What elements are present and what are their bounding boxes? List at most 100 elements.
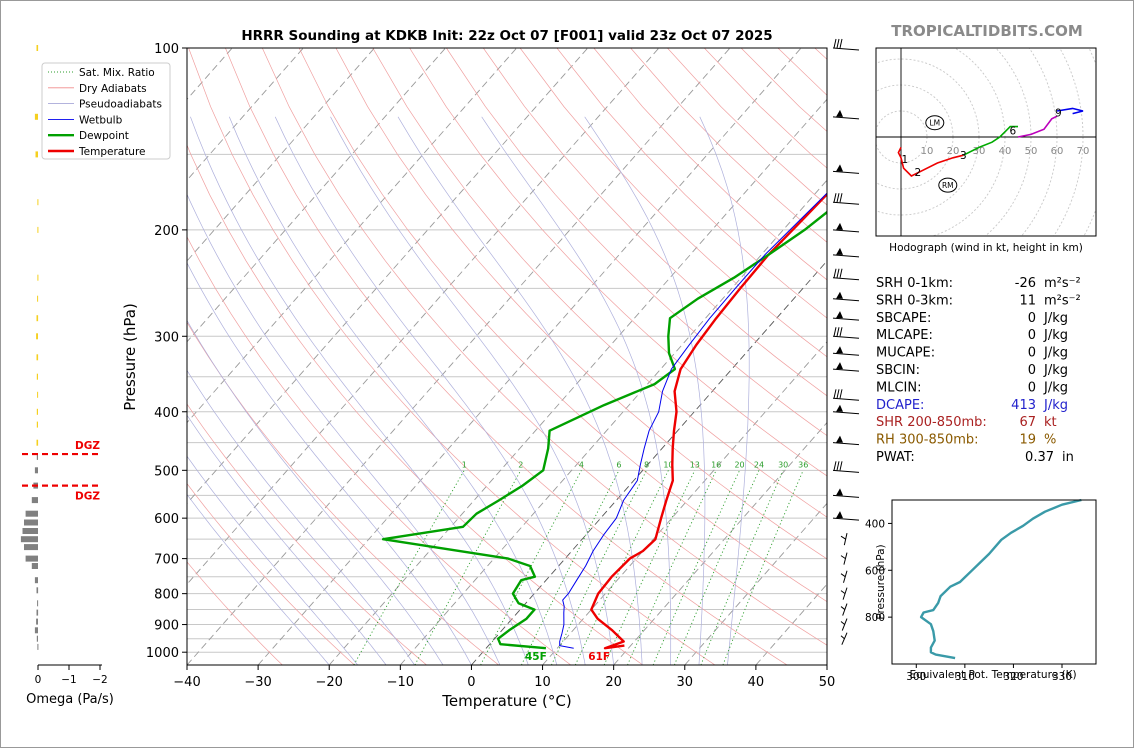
theta-e-y-tick-label: 400: [865, 518, 885, 530]
mixing-ratio-label: 36: [798, 460, 808, 469]
dry-adiabat-line: [188, 48, 716, 665]
hodograph-ring-label: 60: [1051, 146, 1064, 157]
index-label: SHR 200-850mb:: [876, 415, 987, 430]
x-tick-label: 10: [534, 675, 551, 690]
omega-bar: [37, 226, 39, 233]
wind-barb-staff: [832, 494, 860, 498]
x-tick-label: −30: [244, 675, 271, 690]
wind-barb-flag: [836, 346, 843, 354]
dry-adiabat-line: [225, 48, 788, 665]
index-value: 0: [1028, 328, 1036, 343]
index-value: 11: [1019, 293, 1036, 308]
surface-temp-label: 61F: [588, 651, 610, 663]
wind-barb: [840, 618, 848, 631]
index-unit: J/kg: [1043, 346, 1068, 361]
index-row: SHR 200-850mb: 67 kt: [876, 415, 1057, 430]
omega-bar: [34, 577, 38, 584]
wind-barb-staff: [832, 229, 860, 233]
chart-title: HRRR Sounding at KDKB Init: 22z Oct 07 […: [241, 28, 772, 44]
index-label: SBCAPE:: [876, 311, 931, 326]
wind-barb-feather: [839, 389, 843, 399]
wind-barb-flag: [836, 109, 843, 117]
wind-barb-feather: [839, 268, 843, 278]
index-value: 413: [1011, 398, 1036, 413]
moist-adiabat-line: [228, 116, 558, 665]
wind-barb: [832, 247, 860, 258]
wind-barb-feather: [836, 38, 840, 49]
index-unit: %: [1044, 433, 1056, 448]
wind-barb-staff: [832, 116, 860, 120]
wind-barb: [832, 291, 860, 302]
omega-axes: 0 −1 −2: [35, 665, 108, 686]
omega-bar: [36, 373, 38, 380]
mixing-ratio-label: 30: [778, 460, 788, 469]
wind-barb: [832, 268, 860, 281]
wind-barb-feather: [833, 268, 837, 278]
wind-barb: [840, 632, 848, 645]
wind-barb-feather: [840, 573, 846, 578]
omega-bars: DGZ DGZ: [20, 45, 100, 650]
y-tick-label: 500: [154, 464, 179, 479]
y-tick-label: 900: [154, 619, 179, 634]
hodograph-segment: [897, 147, 964, 177]
theta-e-frame: [891, 499, 1097, 665]
omega-bar: [37, 199, 39, 206]
index-value: 0: [1028, 346, 1036, 361]
theta-e-x-tick-label: 310: [955, 671, 975, 683]
storm-motion-marker: [938, 177, 958, 193]
hodograph-panel: 10 20 30 40 50 60 70 12 3 6 9 LM RM Hodograph (wind …: [875, 47, 1097, 254]
omega-bar: [36, 609, 39, 616]
index-unit: J/kg: [1043, 398, 1068, 413]
wind-barb-flag: [836, 247, 843, 255]
index-label: DCAPE:: [876, 398, 924, 413]
wind-barb-flag: [836, 311, 843, 319]
isotherm-line: [187, 48, 304, 181]
omega-bar: [25, 510, 38, 517]
wind-barb-staff: [832, 352, 860, 356]
theta-e-x-tick-label: 300: [906, 671, 926, 683]
y-tick-label: 1000: [146, 646, 179, 661]
wind-barb: [832, 164, 860, 174]
wind-barb-feather: [833, 38, 837, 49]
isotherm-line: [328, 98, 827, 665]
moist-adiabat-line: [187, 262, 472, 665]
dry-adiabat-line: [298, 48, 827, 603]
wind-barb-feather: [833, 461, 837, 471]
wind-barb: [832, 461, 860, 473]
wind-barb-feather: [839, 461, 843, 471]
y-tick-label: 200: [154, 224, 179, 239]
theta-e-y-tick-label: 800: [865, 612, 885, 624]
isotherm-line: [187, 48, 731, 665]
dry-adiabat-line: [335, 48, 827, 560]
isotherm-line: [187, 48, 446, 343]
y-tick-label: 100: [154, 42, 179, 57]
omega-x-axis-label: Omega (Pa/s): [26, 692, 114, 707]
wind-barb-feather: [840, 555, 846, 560]
dry-adiabat-line: [409, 48, 827, 477]
omega-bar: [36, 618, 38, 625]
wind-barb-flag: [836, 488, 843, 496]
index-unit: m²s⁻²: [1044, 293, 1081, 308]
wind-barb-staff: [832, 397, 860, 401]
index-row: MLCIN: 0 J/kg: [876, 380, 1068, 395]
mixing-ratio-line: [722, 470, 804, 665]
watermark: TROPICALTIDBITS.COM: [891, 22, 1083, 40]
index-value: 0.37: [1025, 450, 1054, 465]
wind-barb-feather: [833, 193, 837, 203]
y-tick-label: 400: [154, 406, 179, 421]
omega-bar: [34, 113, 38, 120]
wind-barb-staff: [832, 254, 860, 258]
index-row: DCAPE: 413 J/kg: [876, 398, 1068, 413]
index-unit: J/kg: [1043, 380, 1068, 395]
wind-barb-staff: [832, 411, 860, 415]
wind-barb-feather: [840, 606, 846, 610]
wind-barb-flag: [836, 164, 843, 172]
wind-barb-staff: [832, 170, 860, 174]
x-tick-label: −10: [387, 675, 414, 690]
omega-bar: [36, 587, 39, 594]
index-label: MLCIN:: [876, 380, 921, 395]
omega-x-tick-label: −1: [61, 674, 76, 686]
hodograph-segment: [1017, 115, 1058, 138]
isotherm-line: [187, 48, 660, 585]
omega-panel: DGZ DGZ 0 −1 −2 Omega (Pa/s): [20, 45, 114, 707]
